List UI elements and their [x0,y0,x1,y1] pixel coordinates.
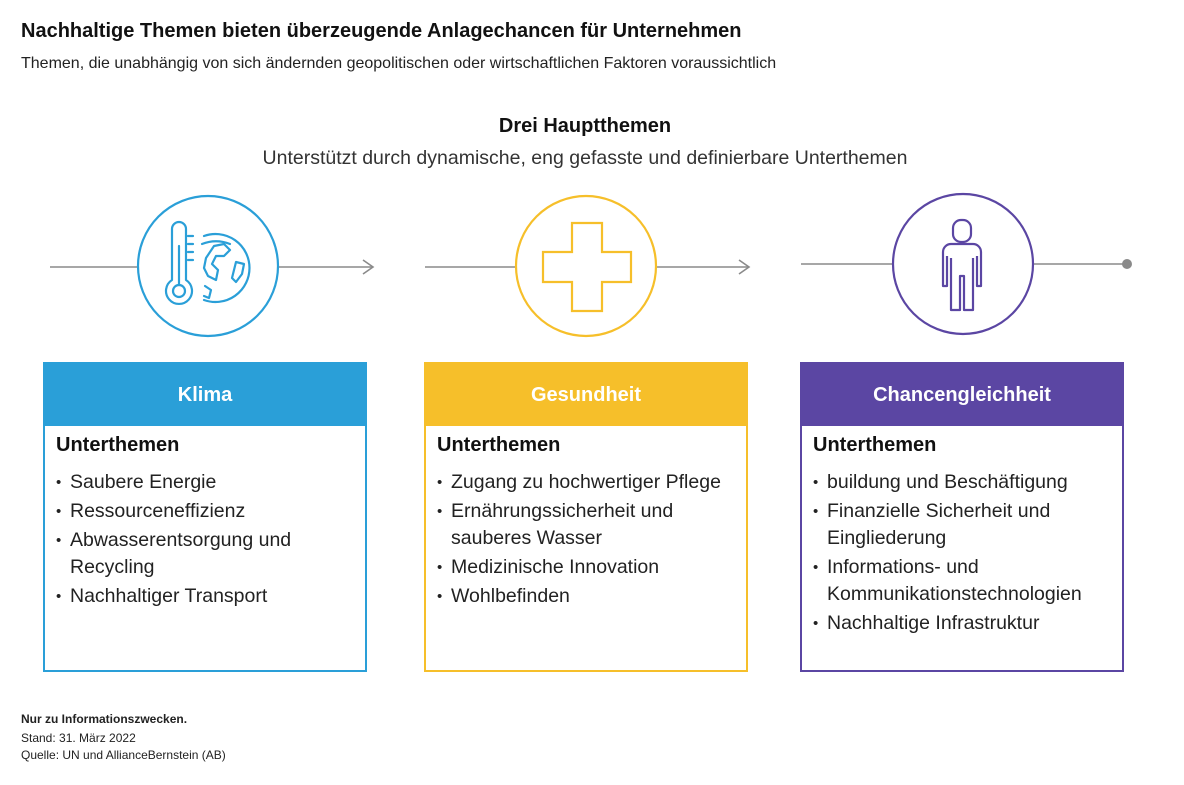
list-item: Nachhaltige Infrastruktur [813,610,1112,637]
subthemes-label: Unterthemen [437,434,561,456]
date-note: Stand: 31. März 2022 [21,731,136,745]
theme-header-chancengleichheit: Chancengleichheit [802,364,1122,426]
thermometer-globe-icon [136,194,280,338]
source-note: Quelle: UN und AllianceBernstein (AB) [21,748,226,762]
list-item: Saubere Energie [56,469,355,496]
list-item: Zugang zu hochwertiger Pflege [437,469,736,496]
arrowhead-2-icon [738,259,751,275]
diagram-subtitle: Unterstützt durch dynamische, eng gefass… [262,147,908,169]
list-item: Finanzielle Sicherheit und Eingliederung [813,498,1112,552]
flow-diagram [50,192,1132,338]
list-item: Medizinische Innovation [437,554,736,581]
page-subtitle: Themen, die unabhängig von sich ändernde… [21,55,777,72]
person-icon [891,192,1035,336]
subtheme-list: Zugang zu hochwertiger Pflege Ernährungs… [437,469,736,610]
page-title: Nachhaltige Themen bieten überzeugende A… [21,20,742,42]
disclaimer-note: Nur zu Informationszwecken. [21,712,188,726]
medical-cross-icon [514,194,658,338]
list-item: Nachhaltiger Transport [56,583,355,610]
list-item: Informations- und Kommunikationstechnolo… [813,554,1112,608]
subthemes-label: Unterthemen [56,434,180,456]
list-item: Ressourceneffizienz [56,498,355,525]
subtheme-list: buildung und Beschäftigung Finanzielle S… [813,469,1112,637]
list-item: Wohlbefinden [437,583,736,610]
theme-card-klima: Klima Unterthemen Saubere Energie Ressou… [43,362,367,672]
list-item: buildung und Beschäftigung [813,469,1112,496]
diagram-title: Drei Hauptthemen [498,115,672,137]
theme-card-chancengleichheit: Chancengleichheit Unterthemen buildung u… [800,362,1124,672]
theme-header-gesundheit: Gesundheit [426,364,746,426]
subtheme-list: Saubere Energie Ressourceneffizienz Abwa… [56,469,355,610]
subthemes-label: Unterthemen [813,434,937,456]
theme-header-klima: Klima [45,364,365,426]
list-item: Abwasserentsorgung und Recycling [56,527,355,581]
arrowhead-1-icon [362,259,375,275]
list-item: Ernährungssicherheit und sauberes Wasser [437,498,736,552]
theme-card-gesundheit: Gesundheit Unterthemen Zugang zu hochwer… [424,362,748,672]
end-dot-icon [1122,259,1132,269]
